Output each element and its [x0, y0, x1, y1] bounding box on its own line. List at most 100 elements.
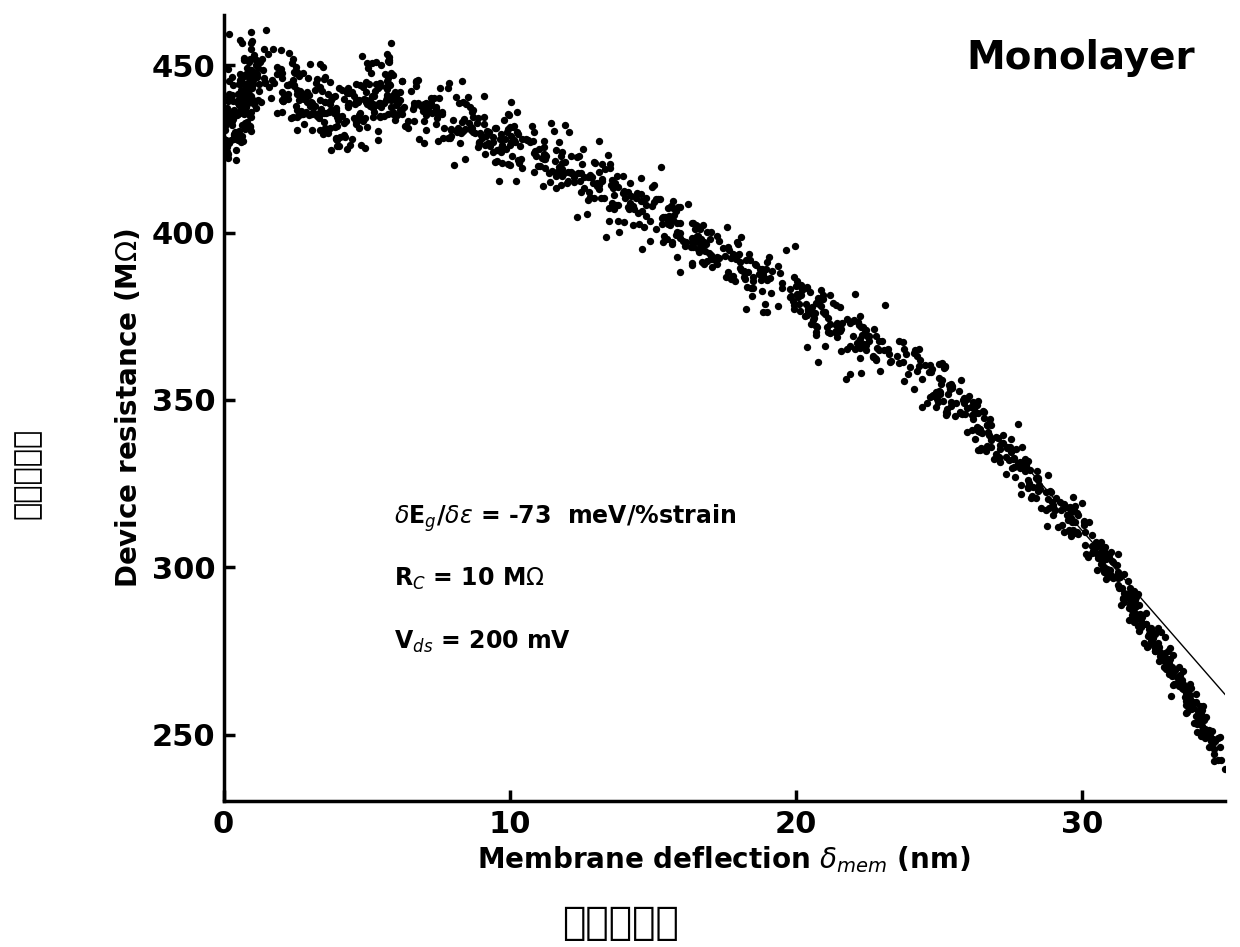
Point: [218, 151, 238, 166]
Point: [414, 135, 434, 151]
Point: [1173, 672, 1193, 688]
Point: [874, 297, 894, 313]
Point: [1176, 689, 1195, 705]
Point: [620, 176, 640, 191]
Point: [811, 282, 831, 297]
Point: [453, 94, 472, 109]
Point: [244, 97, 264, 112]
Point: [1156, 654, 1176, 670]
Point: [1169, 660, 1189, 675]
Point: [461, 122, 481, 137]
Point: [329, 113, 348, 128]
Point: [754, 265, 774, 280]
Point: [290, 104, 310, 119]
Point: [243, 72, 263, 87]
Point: [1120, 598, 1140, 613]
Point: [1123, 600, 1143, 616]
Point: [1164, 676, 1184, 691]
Point: [830, 324, 849, 339]
Point: [1163, 678, 1183, 693]
Point: [839, 338, 859, 353]
Point: [1128, 587, 1148, 602]
Point: [751, 283, 771, 298]
Point: [856, 324, 875, 339]
Point: [231, 134, 250, 149]
Point: [346, 77, 366, 92]
Point: [239, 76, 259, 91]
Point: [485, 120, 505, 135]
Point: [649, 192, 668, 207]
Point: [311, 105, 331, 120]
Point: [1123, 599, 1143, 614]
Point: [1152, 652, 1172, 668]
Point: [500, 107, 520, 122]
Point: [583, 175, 603, 190]
Point: [981, 433, 1001, 448]
Point: [1187, 724, 1207, 740]
Point: [392, 73, 412, 88]
Point: [1092, 549, 1112, 564]
Point: [826, 297, 846, 313]
Point: [425, 116, 445, 132]
Point: [967, 442, 987, 457]
Point: [708, 257, 728, 272]
Point: [1030, 501, 1050, 516]
Point: [723, 269, 743, 284]
Point: [1065, 498, 1085, 513]
Point: [756, 255, 776, 270]
Point: [1125, 584, 1145, 599]
Point: [599, 213, 619, 228]
Point: [255, 75, 275, 90]
Point: [1128, 598, 1148, 613]
Point: [696, 236, 715, 251]
Point: [320, 96, 340, 111]
Point: [222, 106, 242, 121]
Point: [1146, 637, 1166, 652]
Point: [350, 77, 370, 92]
Point: [851, 366, 870, 381]
Point: [831, 344, 851, 359]
Point: [562, 148, 582, 163]
Point: [221, 111, 241, 126]
Point: [229, 92, 249, 107]
Point: [1110, 580, 1130, 595]
Point: [315, 106, 335, 121]
Point: [807, 319, 827, 334]
Point: [900, 359, 920, 374]
Point: [224, 125, 244, 140]
Point: [967, 420, 987, 435]
Point: [1188, 714, 1208, 729]
Point: [427, 110, 446, 125]
Point: [1193, 725, 1213, 741]
Point: [474, 109, 494, 124]
Point: [549, 134, 569, 150]
Point: [439, 76, 459, 91]
Point: [500, 119, 520, 134]
Point: [691, 222, 711, 237]
Point: [646, 192, 666, 207]
Point: [417, 96, 436, 111]
Point: [991, 454, 1011, 469]
Point: [453, 74, 472, 89]
Point: [1025, 470, 1045, 485]
Point: [216, 109, 236, 124]
Point: [882, 353, 901, 368]
Point: [832, 315, 852, 331]
Point: [293, 106, 312, 121]
Point: [1159, 659, 1179, 674]
Point: [627, 185, 647, 200]
Point: [889, 333, 909, 348]
Point: [1164, 664, 1184, 679]
Point: [1210, 729, 1230, 744]
Point: [697, 237, 717, 252]
Point: [300, 98, 320, 114]
Point: [228, 95, 248, 110]
Point: [937, 405, 957, 420]
Point: [1162, 667, 1182, 682]
Point: [301, 94, 321, 109]
Point: [1008, 417, 1028, 432]
Point: [414, 96, 434, 111]
Point: [329, 138, 348, 153]
Point: [791, 277, 811, 293]
Point: [228, 94, 248, 109]
